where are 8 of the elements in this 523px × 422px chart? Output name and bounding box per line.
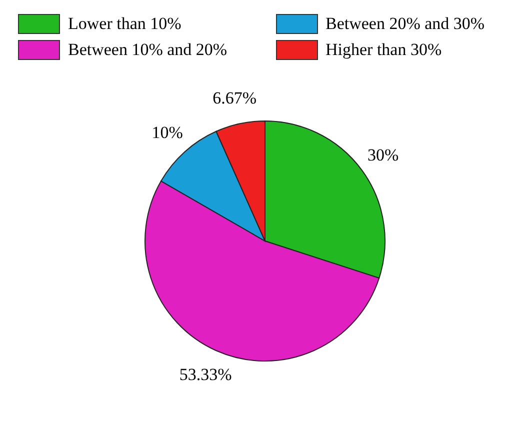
- data-label: 30%: [368, 146, 399, 165]
- legend-label: Between 20% and 30%: [326, 14, 485, 34]
- data-label: 53.33%: [179, 364, 232, 384]
- legend-label: Lower than 10%: [68, 14, 182, 34]
- legend-label: Higher than 30%: [326, 40, 442, 60]
- data-label: 10%: [152, 123, 183, 142]
- legend-label: Between 10% and 20%: [68, 40, 228, 60]
- data-label: 6.67%: [212, 88, 257, 108]
